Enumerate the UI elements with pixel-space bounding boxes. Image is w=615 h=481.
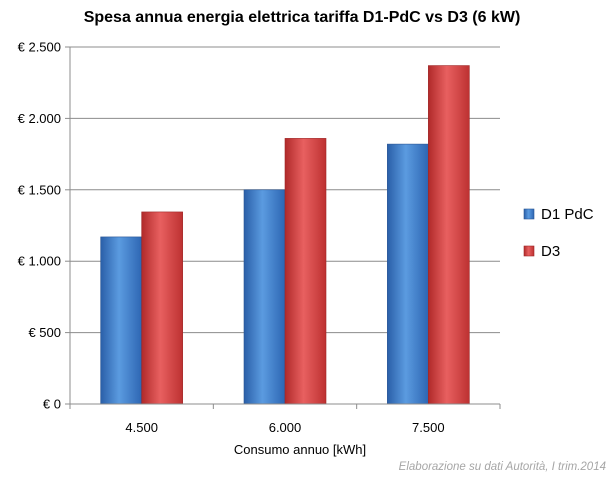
bar-d1-pdc-4500 — [100, 236, 142, 405]
legend-swatch — [523, 208, 535, 220]
axis-layer: € 0 € 500 € 1.000 € 1.500 € 2.000 € 2.500 4.50… — [18, 40, 501, 435]
y-tick-label: € 0 — [43, 397, 61, 412]
bar-d3-7500 — [428, 65, 470, 405]
y-tick-label: € 1.500 — [18, 182, 61, 197]
bar-d1-pdc-6000 — [243, 189, 286, 405]
legend: D1 PdC D3 — [523, 206, 594, 260]
bars-layer — [100, 65, 470, 405]
legend-label: D1 PdC — [541, 206, 594, 223]
x-axis-label: Consumo annuo [kWh] — [234, 442, 366, 457]
bar-d3-6000 — [284, 138, 327, 405]
legend-label: D3 — [541, 243, 560, 260]
bar-d1-pdc-7500 — [387, 143, 429, 405]
chart-title: Spesa annua energia elettrica tariffa D1… — [84, 9, 521, 26]
x-tick-label: 6.000 — [269, 420, 302, 435]
x-tick-label: 4.500 — [125, 420, 158, 435]
y-tick-label: € 2.000 — [18, 111, 61, 126]
x-tick-label: 7.500 — [412, 420, 445, 435]
y-tick-label: € 500 — [28, 325, 61, 340]
legend-swatch — [523, 245, 535, 257]
y-tick-label: € 1.000 — [18, 254, 61, 269]
y-tick-label: € 2.500 — [18, 40, 61, 55]
source-note: Elaborazione su dati Autorità, I trim.20… — [399, 461, 606, 473]
bar-d3-4500 — [141, 211, 183, 405]
